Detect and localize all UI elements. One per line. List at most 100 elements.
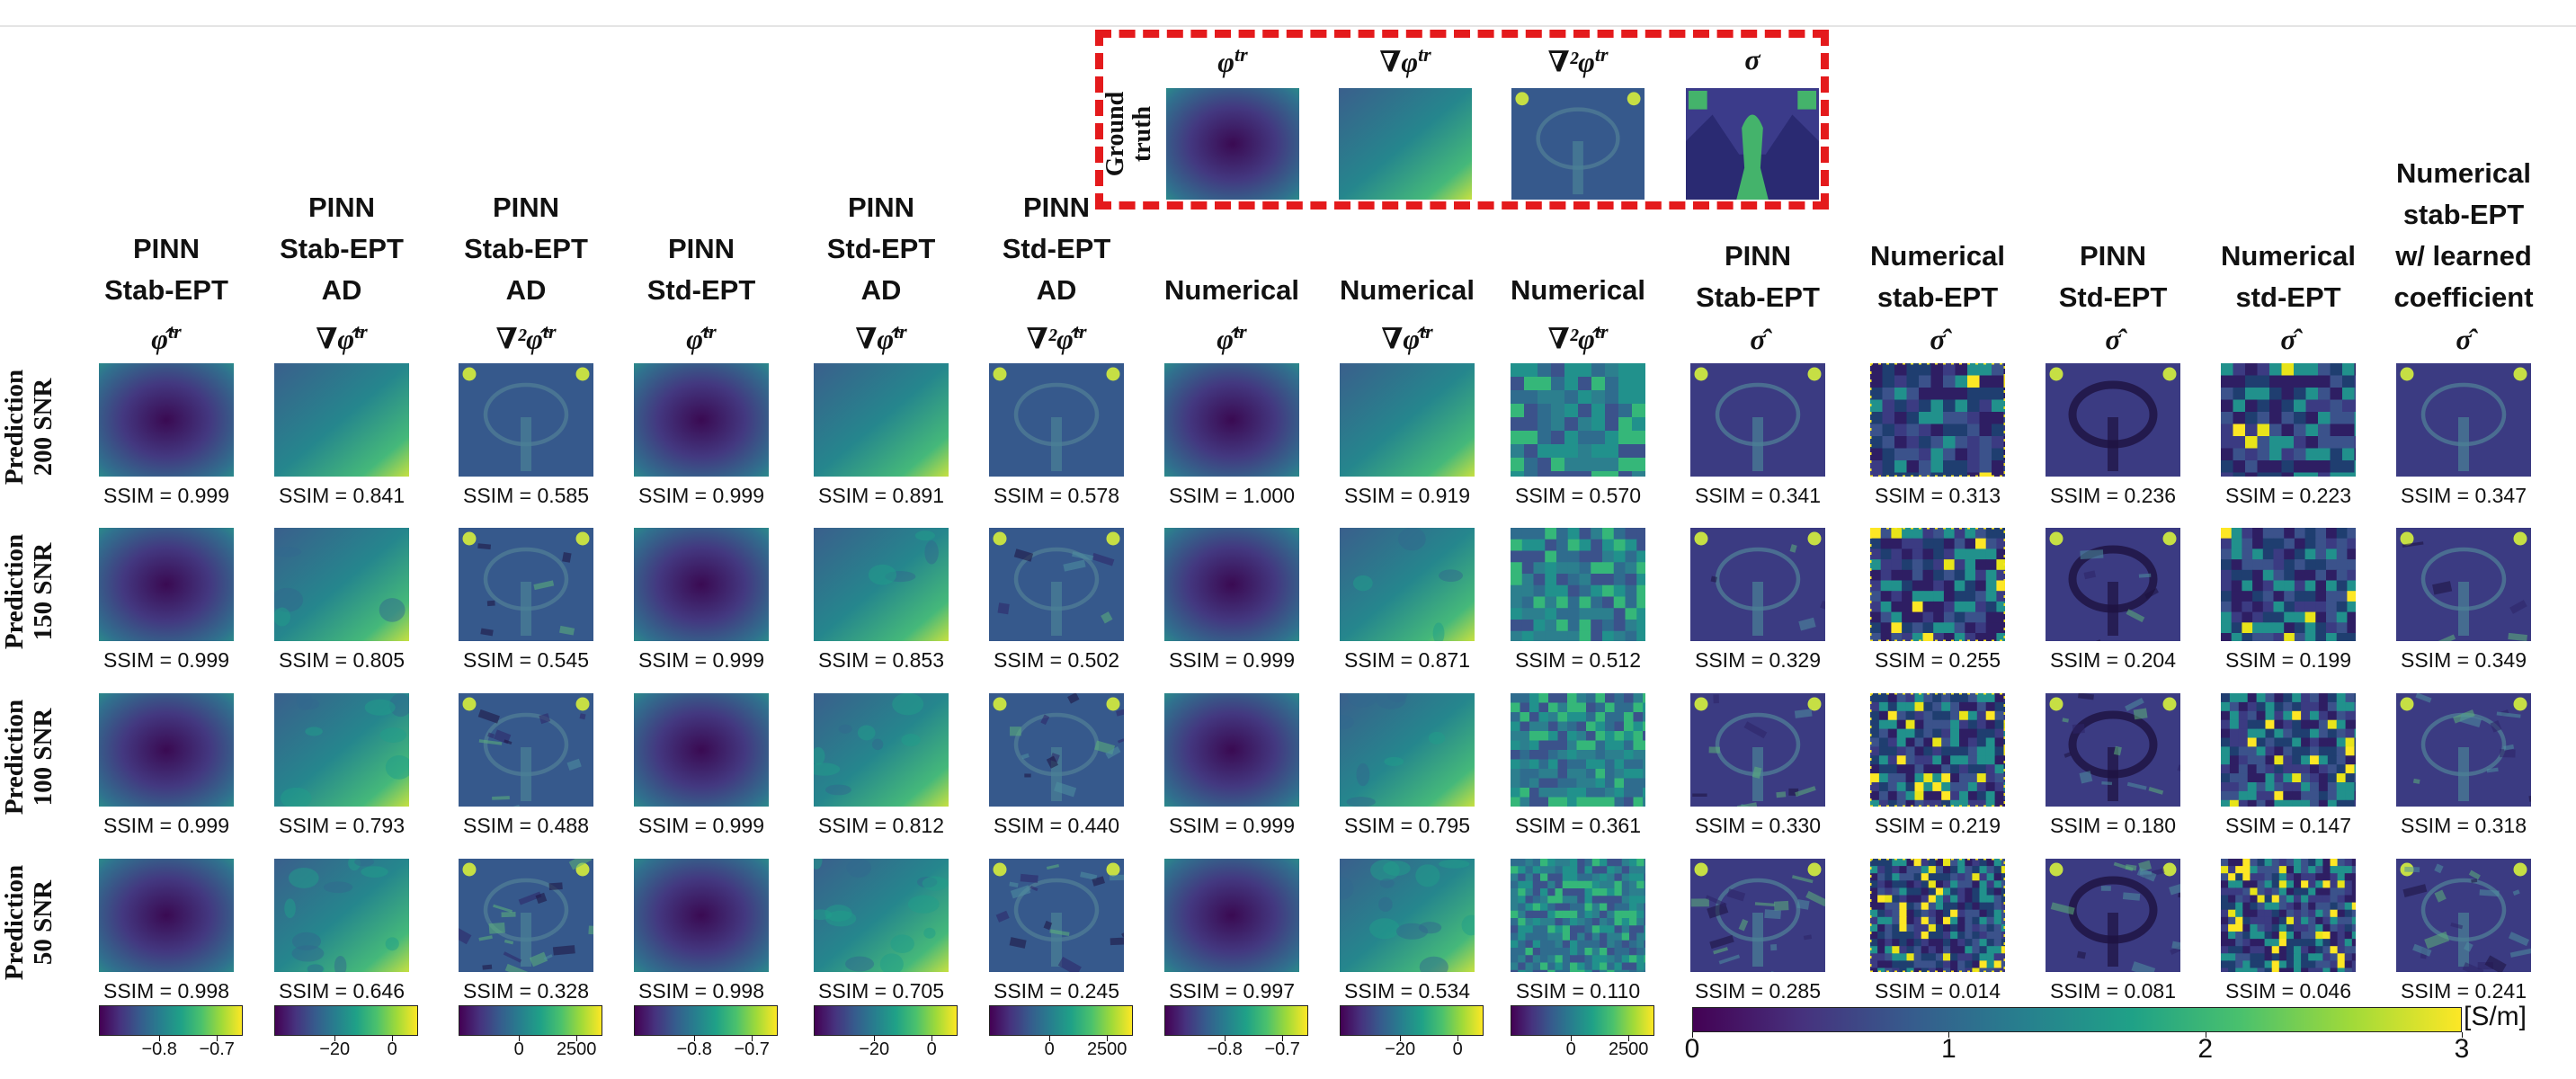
tile-pixel bbox=[1629, 918, 1637, 926]
tile-streak bbox=[1718, 954, 1741, 965]
tile-pixel bbox=[1624, 759, 1635, 770]
tile-pixel bbox=[2322, 939, 2331, 947]
tile-pixel bbox=[1993, 939, 2002, 947]
tile-bright-spot bbox=[2162, 367, 2177, 381]
tile-pixel bbox=[2318, 782, 2329, 792]
tile-pixel bbox=[2351, 960, 2356, 969]
tile-pixel bbox=[1540, 918, 1548, 926]
tile-blob bbox=[914, 531, 935, 541]
tile-pixel bbox=[1996, 622, 2005, 634]
tile-pixel bbox=[1887, 719, 1898, 730]
column-header-11: PINN Std-EPT σ̂ bbox=[2030, 162, 2196, 360]
tile-pixel bbox=[2318, 424, 2331, 437]
tile-pixel bbox=[1965, 968, 1974, 972]
tile-pixel bbox=[1532, 866, 1541, 875]
tile-pixel bbox=[1870, 710, 1880, 721]
tile-pixel bbox=[2264, 866, 2273, 874]
tile-pixel bbox=[1605, 721, 1616, 732]
column-header-line: PINN bbox=[2079, 240, 2147, 272]
tile-pixel bbox=[1636, 866, 1645, 875]
tile-pixel bbox=[1538, 390, 1552, 405]
tile-pixel bbox=[2221, 946, 2229, 955]
tile-pixel bbox=[1943, 363, 1957, 377]
tile-pixel bbox=[2250, 968, 2259, 972]
tile-pixel bbox=[1529, 740, 1540, 751]
tile-pixel bbox=[1894, 388, 1908, 401]
tile-streak bbox=[2412, 943, 2432, 957]
tile-pixel bbox=[2283, 755, 2293, 765]
ssim-label: SSIM = 0.147 bbox=[2225, 814, 2351, 837]
tile-pixel bbox=[1629, 880, 1637, 889]
tile-blob bbox=[1352, 575, 1373, 592]
tile-pixel bbox=[1882, 375, 1895, 388]
tile-blob bbox=[354, 859, 375, 867]
tile-pixel bbox=[1885, 895, 1894, 904]
tile-pixel bbox=[2330, 412, 2343, 425]
tile-pixel bbox=[1985, 633, 1998, 641]
tile-pixel bbox=[2265, 719, 2276, 730]
tile-pixel bbox=[2257, 895, 2266, 904]
prediction-image-r0-c2 bbox=[459, 363, 593, 477]
tile-pixel bbox=[1576, 731, 1587, 742]
tile-pixel bbox=[2330, 436, 2343, 450]
tile-pixel bbox=[2271, 859, 2280, 867]
tile-pixel bbox=[1602, 574, 1615, 586]
tile-pixel bbox=[1896, 764, 1907, 774]
column-header-5: PINN Std-EPT AD ∇²φ̂tr bbox=[974, 162, 1139, 360]
tile-pixel bbox=[1870, 559, 1882, 571]
tile-pixel bbox=[1614, 721, 1625, 732]
tile-pixel bbox=[2283, 746, 2293, 757]
tile-pixel bbox=[1567, 574, 1581, 586]
tile-pixel bbox=[2292, 719, 2302, 730]
tile-streak bbox=[2144, 588, 2159, 600]
tile-pixel bbox=[2221, 388, 2234, 401]
tile-pixel bbox=[2327, 728, 2338, 739]
tile-pixel bbox=[1576, 797, 1587, 807]
tile-pixel bbox=[1967, 773, 1978, 783]
tile-streak bbox=[548, 882, 563, 891]
tile-pixel bbox=[2271, 968, 2280, 972]
tile-pixel bbox=[1584, 866, 1593, 875]
tile-pixel bbox=[2235, 946, 2244, 955]
tile-pixel bbox=[2228, 887, 2236, 896]
ssim-label: SSIM = 0.199 bbox=[2225, 648, 2351, 672]
tile-pixel bbox=[1943, 895, 1951, 904]
colorbar-tick-label: −0.7 bbox=[734, 1039, 770, 1059]
tile-blob bbox=[284, 898, 296, 919]
tile-pixel bbox=[1600, 969, 1608, 972]
tile-pixel bbox=[1644, 955, 1645, 964]
tile-pixel bbox=[1584, 888, 1593, 896]
tile-pixel bbox=[2322, 923, 2331, 932]
tile-pixel bbox=[1993, 895, 2002, 904]
ground-truth-title-grad: ∇φtr bbox=[1339, 43, 1472, 79]
tile-pixel bbox=[1870, 375, 1884, 388]
tile-blob bbox=[361, 866, 388, 878]
tile-pixel bbox=[2228, 895, 2236, 904]
tile-bright-spot bbox=[1106, 531, 1120, 546]
tile-pixel bbox=[1591, 390, 1606, 405]
tile-blob bbox=[824, 905, 852, 922]
colorbar-tickmark bbox=[1282, 1036, 1284, 1041]
tile-pixel bbox=[1976, 755, 1987, 765]
tile-pixel bbox=[1591, 955, 1600, 964]
tile-pixel bbox=[1525, 948, 1534, 956]
tile-pixel bbox=[1965, 569, 1976, 582]
tile-pixel bbox=[2301, 923, 2309, 932]
tile-pixel bbox=[1521, 562, 1535, 575]
tile-pixel bbox=[1986, 909, 1995, 918]
tile-pixel bbox=[1586, 778, 1597, 789]
tile-pixel bbox=[1557, 721, 1568, 732]
tile-pixel bbox=[1870, 953, 1878, 962]
tile-pixel bbox=[1922, 633, 1934, 641]
tile-pixel bbox=[1979, 909, 1988, 918]
colorbar-3: −0.8 −0.7 bbox=[634, 1005, 778, 1061]
tile-pixel bbox=[1576, 788, 1587, 798]
tile-pixel bbox=[1520, 750, 1530, 761]
tile-pixel bbox=[1928, 873, 1937, 882]
tile-pixel bbox=[1878, 710, 1889, 721]
tile-pixel bbox=[2294, 932, 2302, 940]
tile-pixel bbox=[2252, 580, 2264, 592]
prediction-image-r1-c4 bbox=[814, 528, 949, 641]
tile-pixel bbox=[1538, 444, 1552, 459]
tile-pixel bbox=[1600, 910, 1608, 919]
